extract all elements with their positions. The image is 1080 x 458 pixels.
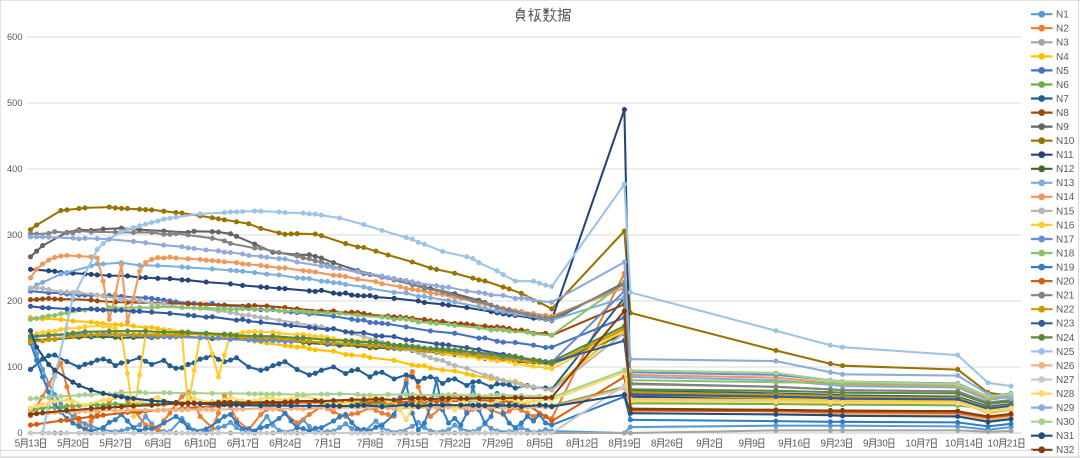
svg-text:20: 20 bbox=[71, 439, 83, 450]
svg-text:8: 8 bbox=[526, 439, 532, 450]
svg-text:N16: N16 bbox=[1056, 220, 1075, 231]
svg-text:17: 17 bbox=[240, 439, 252, 450]
svg-text:N3: N3 bbox=[1056, 38, 1069, 49]
svg-text:N23: N23 bbox=[1056, 319, 1075, 330]
svg-text:24: 24 bbox=[283, 439, 295, 450]
svg-text:9: 9 bbox=[752, 439, 758, 450]
svg-text:27: 27 bbox=[113, 439, 125, 450]
svg-text:N29: N29 bbox=[1056, 403, 1075, 414]
svg-text:7: 7 bbox=[925, 439, 931, 450]
svg-text:N21: N21 bbox=[1056, 291, 1075, 302]
svg-text:N10: N10 bbox=[1056, 136, 1075, 147]
svg-text:8: 8 bbox=[651, 439, 657, 450]
svg-text:5: 5 bbox=[15, 439, 21, 450]
svg-text:N4: N4 bbox=[1056, 52, 1069, 63]
svg-text:14: 14 bbox=[964, 439, 976, 450]
svg-text:23: 23 bbox=[834, 439, 846, 450]
svg-text:9: 9 bbox=[863, 439, 869, 450]
svg-text:200: 200 bbox=[7, 296, 23, 306]
svg-text:7: 7 bbox=[481, 439, 487, 450]
svg-text:3: 3 bbox=[158, 439, 164, 450]
svg-text:10: 10 bbox=[987, 439, 999, 450]
svg-text:8: 8 bbox=[371, 439, 377, 450]
svg-text:N12: N12 bbox=[1056, 164, 1075, 175]
svg-text:6: 6 bbox=[227, 439, 233, 450]
svg-text:N1: N1 bbox=[1056, 10, 1069, 21]
svg-text:5: 5 bbox=[99, 439, 105, 450]
svg-text:7: 7 bbox=[439, 439, 445, 450]
svg-text:300: 300 bbox=[7, 230, 23, 240]
svg-text:15: 15 bbox=[410, 439, 422, 450]
svg-text:N9: N9 bbox=[1056, 122, 1069, 133]
svg-text:N6: N6 bbox=[1056, 80, 1069, 91]
svg-text:500: 500 bbox=[7, 98, 23, 108]
svg-text:0: 0 bbox=[17, 428, 22, 438]
svg-text:5: 5 bbox=[57, 439, 63, 450]
svg-text:100: 100 bbox=[7, 362, 23, 372]
svg-text:16: 16 bbox=[792, 439, 804, 450]
svg-text:N26: N26 bbox=[1056, 361, 1075, 372]
svg-text:N25: N25 bbox=[1056, 347, 1075, 358]
svg-text:600: 600 bbox=[7, 32, 23, 42]
svg-text:19: 19 bbox=[622, 439, 634, 450]
svg-text:2: 2 bbox=[710, 439, 716, 450]
svg-text:N13: N13 bbox=[1056, 178, 1075, 189]
svg-text:N7: N7 bbox=[1056, 94, 1069, 105]
svg-text:10: 10 bbox=[198, 439, 210, 450]
svg-text:N28: N28 bbox=[1056, 389, 1075, 400]
svg-text:26: 26 bbox=[665, 439, 677, 450]
svg-text:13: 13 bbox=[28, 439, 40, 450]
svg-text:N18: N18 bbox=[1056, 248, 1075, 259]
svg-text:7: 7 bbox=[357, 439, 363, 450]
svg-text:N31: N31 bbox=[1056, 431, 1075, 442]
svg-text:N19: N19 bbox=[1056, 263, 1075, 274]
svg-text:7: 7 bbox=[314, 439, 320, 450]
svg-text:N11: N11 bbox=[1056, 150, 1074, 161]
svg-text:400: 400 bbox=[7, 164, 23, 174]
svg-text:7: 7 bbox=[396, 439, 402, 450]
svg-text:9: 9 bbox=[696, 439, 702, 450]
svg-text:10: 10 bbox=[945, 439, 957, 450]
svg-text:N20: N20 bbox=[1056, 277, 1075, 288]
svg-text:8: 8 bbox=[566, 439, 572, 450]
svg-text:N14: N14 bbox=[1056, 192, 1075, 203]
svg-text:N5: N5 bbox=[1056, 66, 1069, 77]
svg-text:N15: N15 bbox=[1056, 206, 1075, 217]
svg-text:9: 9 bbox=[821, 439, 827, 450]
svg-text:12: 12 bbox=[580, 439, 592, 450]
svg-text:9: 9 bbox=[739, 439, 745, 450]
svg-text:9: 9 bbox=[778, 439, 784, 450]
svg-text:6: 6 bbox=[269, 439, 275, 450]
svg-text:N30: N30 bbox=[1056, 417, 1075, 428]
svg-text:N8: N8 bbox=[1056, 108, 1069, 119]
svg-text:N32: N32 bbox=[1056, 445, 1075, 456]
svg-text:6: 6 bbox=[145, 439, 151, 450]
svg-text:29: 29 bbox=[495, 439, 507, 450]
svg-text:N24: N24 bbox=[1056, 333, 1075, 344]
svg-text:22: 22 bbox=[453, 439, 465, 450]
svg-text:30: 30 bbox=[877, 439, 889, 450]
svg-text:8: 8 bbox=[608, 439, 614, 450]
svg-text:1: 1 bbox=[328, 439, 334, 450]
svg-text:21: 21 bbox=[1007, 439, 1019, 450]
svg-text:10: 10 bbox=[905, 439, 917, 450]
svg-text:N27: N27 bbox=[1056, 375, 1075, 386]
svg-text:5: 5 bbox=[540, 439, 546, 450]
svg-text:6: 6 bbox=[184, 439, 190, 450]
svg-text:N22: N22 bbox=[1056, 305, 1075, 316]
svg-text:N2: N2 bbox=[1056, 24, 1069, 35]
svg-text:N17: N17 bbox=[1056, 234, 1075, 245]
